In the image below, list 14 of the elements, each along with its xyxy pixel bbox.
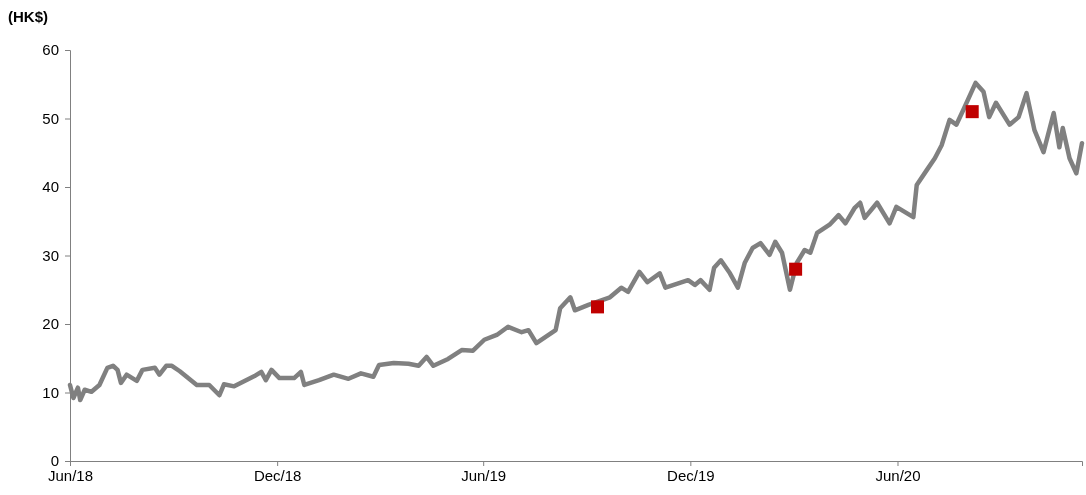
x-tick-label: Jun/20 (875, 466, 921, 484)
y-tick-label: 20 (42, 315, 59, 333)
point (965, 105, 979, 119)
y-tick-label: 50 (42, 109, 59, 127)
x-tick-label: Dec/19 (667, 466, 715, 484)
y-tick-label: 30 (42, 246, 59, 264)
y-tick-label: 40 (42, 178, 59, 196)
y-tick-label: 10 (42, 383, 59, 401)
y-tick-label: 60 (42, 41, 59, 59)
point (590, 300, 605, 314)
point (789, 262, 803, 276)
x-tick-label: Jun/19 (461, 466, 507, 484)
y-axis-title: (HK$) (8, 8, 48, 25)
x-tick-label: Dec/18 (253, 466, 302, 484)
